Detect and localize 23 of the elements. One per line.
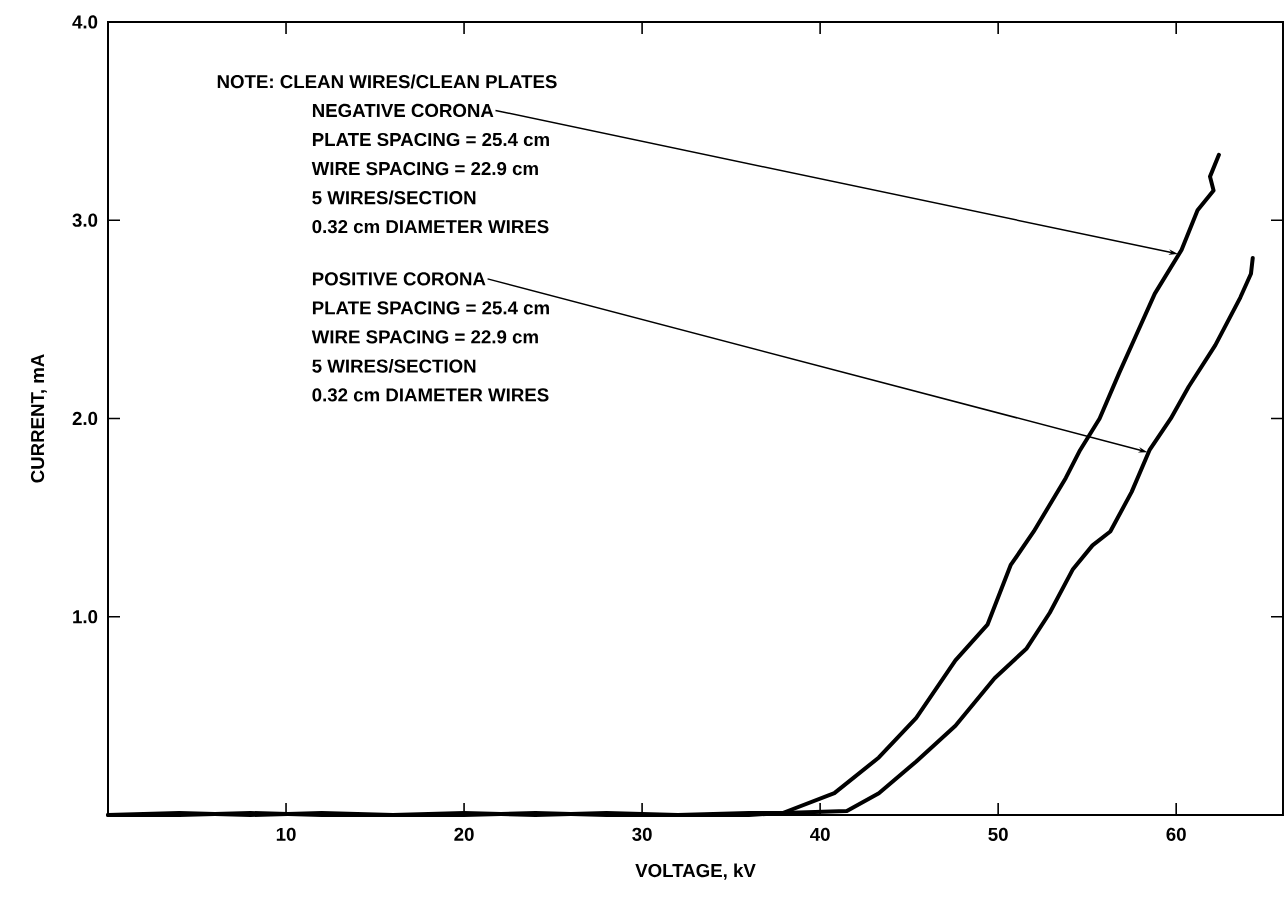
annotation: PLATE SPACING = 25.4 cm bbox=[312, 132, 549, 147]
x-tick-label: 40 bbox=[810, 827, 830, 841]
annotation: WIRE SPACING = 22.9 cm bbox=[311, 161, 538, 176]
y-tick-label: 3.0 bbox=[72, 213, 98, 227]
y-tick-label: 2.0 bbox=[72, 411, 98, 426]
y-axis-title: CURRENT, mA bbox=[30, 354, 47, 483]
annotation: 0.32 cm DIAMETER WIRES bbox=[312, 219, 549, 234]
annotation: NOTE: CLEAN WIRES/CLEAN PLATES bbox=[217, 74, 557, 89]
y-tick-label: 1.0 bbox=[73, 610, 98, 624]
x-tick-label: 30 bbox=[632, 827, 652, 841]
x-tick-label: 10 bbox=[276, 827, 296, 841]
annotation: WIRE SPACING = 22.9 cm bbox=[311, 330, 538, 344]
x-tick-label: 50 bbox=[988, 827, 1008, 841]
x-tick-label: 20 bbox=[454, 827, 474, 841]
x-tick-label: 60 bbox=[1166, 827, 1186, 841]
annotation: POSITIVE CORONA bbox=[312, 272, 486, 286]
annotation: PLATE SPACING = 25.4 cm bbox=[312, 301, 549, 315]
annotation: 0.32 cm DIAMETER WIRES bbox=[312, 388, 549, 402]
y-tick-label: 4.0 bbox=[72, 15, 98, 29]
annotation: 5 WIRES/SECTION bbox=[312, 190, 476, 205]
annotation: NEGATIVE CORONA bbox=[312, 103, 494, 118]
x-axis-title: VOLTAGE, kV bbox=[635, 863, 756, 880]
annotation: 5 WIRES/SECTION bbox=[312, 358, 476, 373]
